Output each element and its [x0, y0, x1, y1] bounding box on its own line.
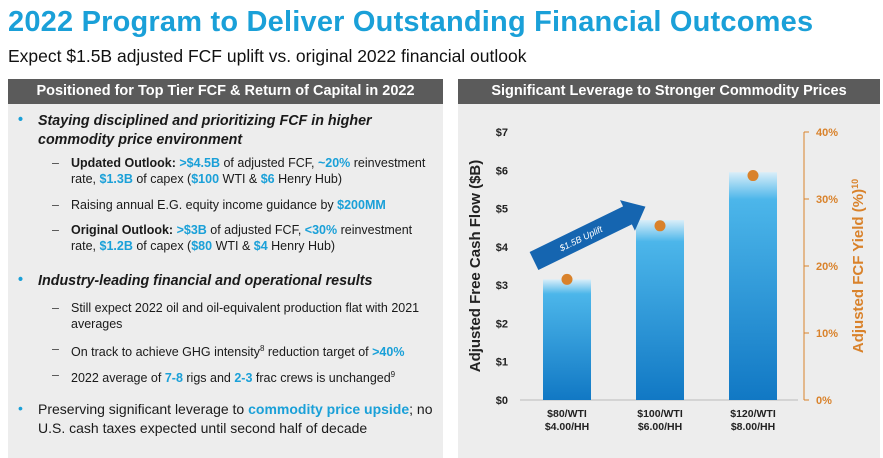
updated-hh-value: $6: [260, 172, 275, 186]
bullet-results: • Industry-leading financial and operati…: [18, 272, 433, 291]
original-fcf-value: >$3B: [176, 223, 207, 237]
y-right-tick-label: 20%: [816, 261, 838, 273]
sub-bullet-raising: – Raising annual E.G. equity income guid…: [52, 197, 437, 213]
dash-icon: –: [52, 368, 59, 382]
text-fragment: reduction target of: [264, 345, 373, 360]
page-title: 2022 Program to Deliver Outstanding Fina…: [8, 6, 814, 38]
y-tick-label: $5: [496, 204, 508, 216]
dash-icon: –: [52, 301, 59, 315]
bullet-text: Staying disciplined and prioritizing FCF…: [38, 113, 372, 148]
original-capex-value: $1.2B: [99, 239, 133, 253]
sub-bullet-ghg: – On track to achieve GHG intensity8 red…: [52, 341, 437, 360]
left-panel: • Staying disciplined and prioritizing F…: [8, 104, 443, 458]
updated-capex-value: $1.3B: [99, 172, 133, 186]
left-panel-heading: Positioned for Top Tier FCF & Return of …: [8, 79, 443, 104]
y-tick-label: $7: [496, 127, 508, 139]
fcf-yield-marker: [747, 170, 759, 182]
fcf-bar: [729, 172, 777, 400]
text-fragment: of capex (: [132, 172, 192, 186]
dash-icon: –: [52, 156, 59, 170]
footnote-ref: 8: [259, 344, 265, 353]
x-tick-label: $4.00/HH: [545, 421, 589, 433]
frac-crews-value: 2-3: [234, 371, 253, 386]
text-fragment: Henry Hub): [274, 172, 343, 186]
bullet-discipline: • Staying disciplined and prioritizing F…: [18, 112, 433, 150]
right-panel-heading: Significant Leverage to Stronger Commodi…: [458, 79, 880, 104]
sub-bullet-original-outlook: – Original Outlook: >$3B of adjusted FCF…: [52, 222, 437, 254]
fcf-bar: [636, 220, 684, 400]
original-wti-value: $80: [191, 239, 213, 253]
bullet-dot-icon: •: [18, 400, 23, 416]
text-fragment: 2022 average of: [71, 371, 165, 386]
y-tick-label: $0: [496, 395, 508, 407]
x-tick-label: $8.00/HH: [731, 421, 775, 433]
text-fragment: WTI &: [212, 239, 254, 253]
bullet-dot-icon: •: [18, 272, 24, 288]
x-tick-label: $120/WTI: [730, 408, 776, 420]
bullet-text: Industry-leading financial and operation…: [38, 273, 373, 289]
y-tick-label: $4: [496, 242, 509, 254]
text-fragment: Preserving significant leverage to: [38, 401, 249, 417]
dash-icon: –: [52, 198, 59, 212]
page-subtitle: Expect $1.5B adjusted FCF uplift vs. ori…: [8, 46, 527, 66]
text-fragment: of capex (: [132, 239, 192, 253]
fcf-yield-marker: [654, 220, 666, 232]
updated-reinvestment-value: ~20%: [317, 156, 351, 170]
y-tick-label: $3: [496, 280, 508, 292]
original-reinvestment-value: <30%: [304, 223, 338, 237]
equity-income-value: $200MM: [337, 198, 386, 212]
y-right-tick-label: 0%: [816, 395, 832, 407]
updated-wti-value: $100: [191, 172, 220, 186]
commodity-upside-text: commodity price upside: [248, 401, 410, 417]
y-axis-title: Adjusted Free Cash Flow ($B): [467, 160, 484, 373]
sub-bullet-production: – Still expect 2022 oil and oil-equivale…: [52, 300, 437, 332]
uplift-arrow-shape: [529, 200, 646, 270]
bullet-leverage: • Preserving significant leverage to com…: [18, 400, 438, 438]
bullet-dot-icon: •: [18, 112, 24, 128]
text-fragment: rigs and: [182, 371, 235, 386]
original-hh-value: $4: [253, 239, 268, 253]
y-tick-label: $1: [496, 357, 508, 369]
x-tick-label: $100/WTI: [637, 408, 683, 420]
y-tick-label: $6: [496, 165, 508, 177]
y-right-tick-label: 40%: [816, 127, 838, 139]
text-fragment: reinvestment rate,: [71, 223, 413, 253]
x-tick-label: $80/WTI: [547, 408, 587, 420]
dash-icon: –: [52, 223, 59, 237]
text-fragment: WTI &: [219, 172, 261, 186]
production-text: Still expect 2022 oil and oil-equivalent…: [71, 301, 420, 331]
text-fragment: ; no U.S. cash taxes expected until seco…: [38, 401, 433, 436]
y-axis-right-title: Adjusted FCF Yield (%)10: [850, 179, 867, 353]
rigs-value: 7-8: [164, 371, 183, 386]
text-fragment: Henry Hub): [267, 239, 336, 253]
text-fragment: On track to achieve GHG intensity: [71, 345, 260, 360]
text-fragment: frac crews is unchanged: [252, 371, 391, 386]
original-outlook-label: Original Outlook:: [71, 223, 174, 237]
sub-bullet-rigs: – 2022 average of 7-8 rigs and 2-3 frac …: [52, 367, 437, 386]
fcf-bar-chart: $0 $1 $2 $3 $4 $5 $6 $7 0% 10% 20% 30% 40% Adjusted F…: [467, 127, 867, 433]
uplift-arrow-icon: $1.5B Uplift: [529, 200, 646, 270]
text-fragment: reinvestment rate,: [71, 156, 426, 186]
y-tick-label: $2: [496, 318, 508, 330]
fcf-yield-marker: [561, 273, 573, 285]
y-right-tick-label: 30%: [816, 194, 838, 206]
dash-icon: –: [52, 342, 59, 356]
fcf-bar: [543, 279, 591, 400]
updated-fcf-value: >$4.5B: [179, 156, 220, 170]
updated-outlook-label: Updated Outlook:: [71, 156, 176, 170]
y-right-tick-label: 10%: [816, 328, 838, 340]
footnote-ref: 9: [390, 370, 396, 379]
text-fragment: of adjusted FCF,: [220, 156, 318, 170]
sub-bullet-updated-outlook: – Updated Outlook: >$4.5B of adjusted FC…: [52, 155, 437, 187]
ghg-target-value: >40%: [372, 345, 405, 360]
x-tick-label: $6.00/HH: [638, 421, 682, 433]
text-fragment: of adjusted FCF,: [206, 223, 305, 237]
text-fragment: Raising annual E.G. equity income guidan…: [71, 198, 338, 212]
